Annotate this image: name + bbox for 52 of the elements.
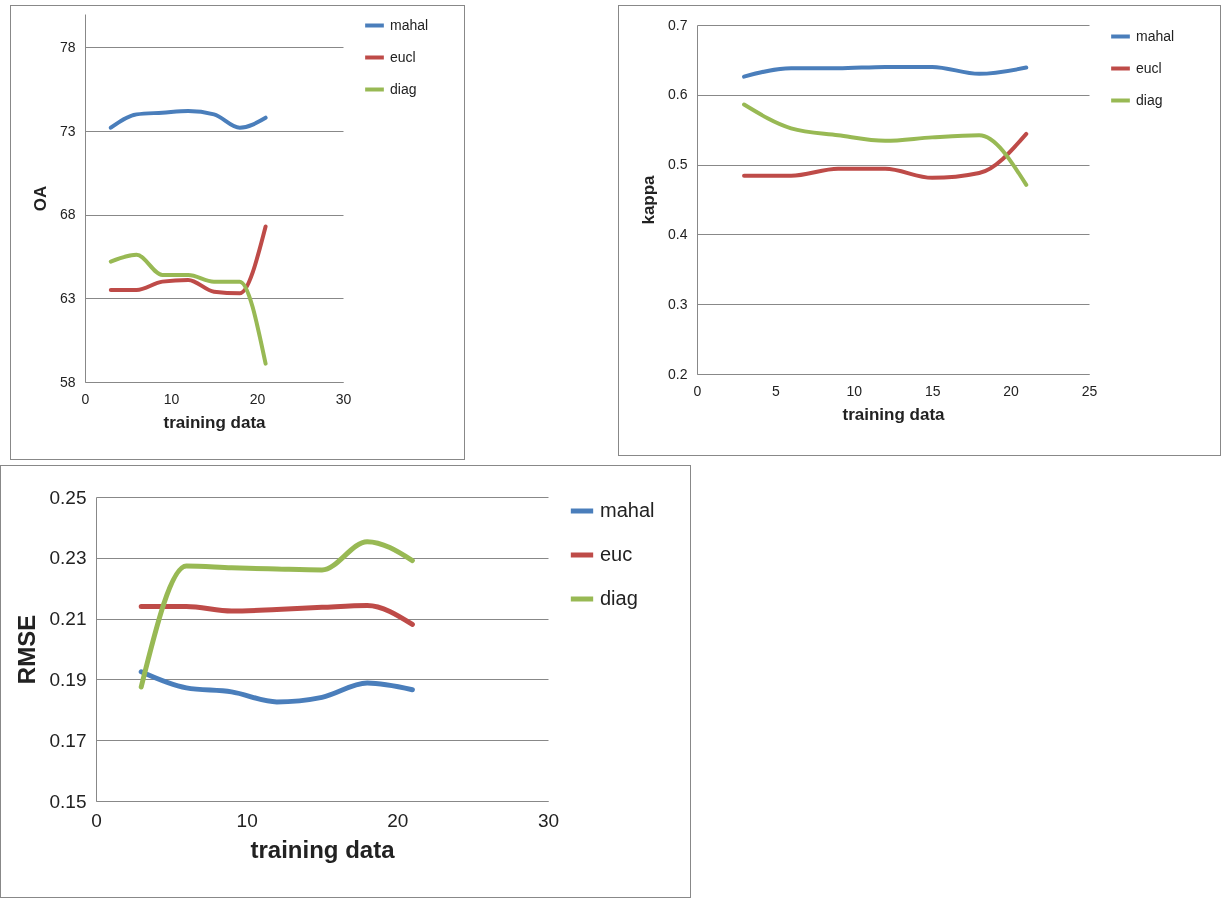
- y-axis-title: kappa: [639, 174, 659, 225]
- line-series: [742, 131, 1029, 180]
- y-tick-label: 0.25: [49, 486, 87, 508]
- y-tick-label: 78: [59, 38, 76, 55]
- legend-label: euc: [600, 543, 633, 565]
- legend-label: mahal: [390, 16, 429, 33]
- x-tick-label: 20: [1003, 382, 1020, 399]
- y-tick-label: 0.17: [49, 729, 87, 751]
- y-tick-label: 0.15: [49, 790, 87, 812]
- y-axis-title: RMSE: [12, 614, 40, 685]
- x-tick-label: 0: [693, 382, 702, 399]
- y-tick-label: 68: [59, 206, 76, 223]
- line-series: [108, 224, 268, 296]
- y-tick-label: 73: [59, 122, 76, 139]
- y-tick-label: 0.7: [668, 16, 688, 33]
- y-tick-label: 63: [59, 289, 76, 306]
- x-tick-label: 10: [163, 390, 180, 407]
- legend-label: diag: [600, 587, 638, 609]
- legend-label: mahal: [1136, 27, 1175, 44]
- x-axis-title: training data: [163, 412, 267, 432]
- x-tick-label: 30: [537, 809, 560, 831]
- y-axis-title: OA: [30, 185, 50, 212]
- legend-label: diag: [390, 80, 417, 97]
- line-series: [108, 109, 268, 130]
- y-tick-label: 0.3: [668, 295, 688, 312]
- legend-label: eucl: [1136, 59, 1162, 76]
- x-tick-label: 20: [249, 390, 266, 407]
- y-tick-label: 0.2: [668, 365, 688, 382]
- y-tick-label: 0.6: [668, 86, 688, 103]
- line-series: [742, 102, 1029, 187]
- x-tick-label: 25: [1081, 382, 1098, 399]
- legend-label: mahal: [600, 499, 655, 521]
- y-tick-label: 0.23: [49, 547, 87, 569]
- y-tick-label: 0.5: [668, 156, 688, 173]
- x-axis-title: training data: [842, 404, 946, 424]
- y-tick-label: 58: [59, 373, 76, 390]
- x-tick-label: 0: [91, 809, 102, 831]
- x-tick-label: 10: [846, 382, 863, 399]
- x-axis-title: training data: [250, 835, 396, 863]
- x-tick-label: 5: [772, 382, 780, 399]
- y-tick-label: 0.21: [49, 608, 87, 630]
- legend-label: eucl: [390, 48, 416, 65]
- y-tick-label: 0.19: [49, 668, 87, 690]
- line-series: [742, 64, 1029, 79]
- x-tick-label: 10: [236, 809, 258, 831]
- x-tick-label: 0: [81, 390, 90, 407]
- x-tick-label: 20: [387, 809, 409, 831]
- y-tick-label: 0.4: [668, 225, 688, 242]
- line-series: [108, 252, 268, 366]
- x-tick-label: 30: [335, 390, 352, 407]
- legend-label: diag: [1136, 91, 1163, 108]
- x-tick-label: 15: [924, 382, 941, 399]
